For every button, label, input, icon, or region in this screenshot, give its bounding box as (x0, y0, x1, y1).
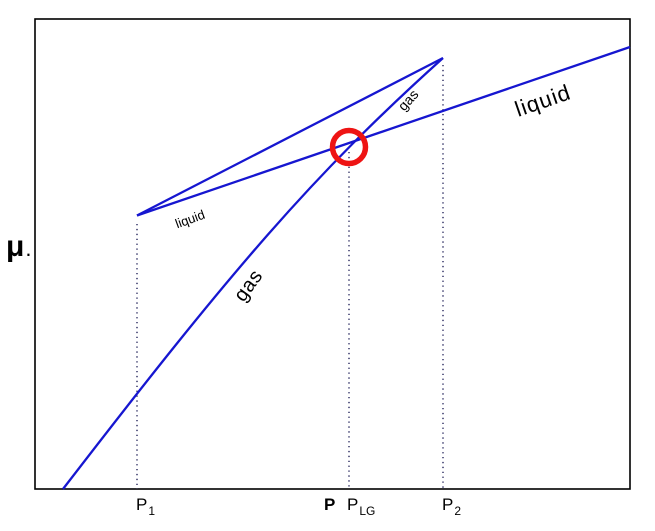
transition-highlight-circle (329, 127, 369, 167)
plot-area-border (34, 18, 631, 490)
liquid-curve (136, 45, 631, 217)
x-tick-p1: P1 (136, 495, 156, 518)
x-tick-p2-sub: 2 (454, 504, 462, 518)
x-tick-p1-main: P (136, 495, 148, 514)
x-tick-plg: PLG (347, 495, 376, 518)
x-tick-plg-sub: LG (359, 504, 376, 518)
x-axis-label-p-main: P (324, 495, 336, 514)
chord-line-p1-to-apex (136, 56, 444, 217)
y-axis-label-dot: . (25, 236, 33, 261)
x-tick-p2: P2 (442, 495, 462, 518)
x-tick-plg-main: P (347, 495, 359, 514)
x-tick-p1-sub: 1 (148, 504, 156, 518)
y-axis-label: μ. (6, 230, 32, 264)
x-axis-label-p: P (324, 495, 336, 515)
mu-symbol: μ (6, 230, 26, 263)
x-tick-p2-main: P (442, 495, 454, 514)
gas-curve (62, 57, 444, 490)
